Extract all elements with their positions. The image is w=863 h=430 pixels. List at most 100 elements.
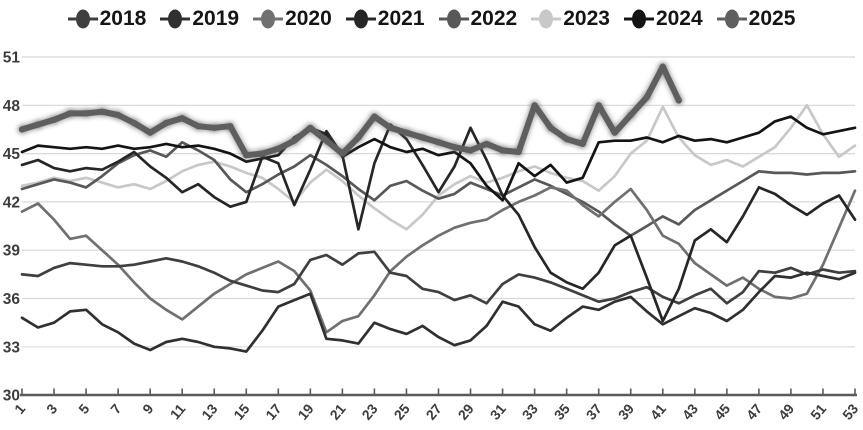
legend-marker-icon <box>345 9 376 29</box>
legend-item-2023: 2023 <box>531 7 610 31</box>
series-line-2018 <box>20 250 857 305</box>
series-marker-2025 <box>563 136 570 143</box>
x-axis-tick-label: 21 <box>326 400 348 422</box>
series-line-2024 <box>20 115 857 202</box>
legend-item-label: 2025 <box>748 7 796 30</box>
series-marker-2025 <box>323 137 330 144</box>
legend-item-2021: 2021 <box>345 7 425 31</box>
series-marker-2025 <box>339 150 346 157</box>
series-marker-2025 <box>531 102 538 109</box>
legend-item-label: 2019 <box>192 7 240 30</box>
series-marker-2025 <box>82 110 90 117</box>
x-axis-tick-label: 19 <box>294 400 316 422</box>
series-marker-2025 <box>131 119 138 127</box>
series-marker-2025 <box>259 150 266 157</box>
x-axis-tick-label: 25 <box>390 400 412 422</box>
series-marker-2025 <box>115 111 122 119</box>
series-marker-2025 <box>659 63 666 70</box>
series-marker-2025 <box>275 145 282 152</box>
series-marker-2025 <box>211 124 218 131</box>
series-marker-2025 <box>179 115 186 122</box>
x-axis-tick-label: 43 <box>679 400 701 422</box>
x-axis-tick-label: 51 <box>807 400 829 422</box>
y-axis-tick-label: 45 <box>3 146 21 163</box>
x-axis-tick-label: 39 <box>615 400 637 422</box>
x-axis-tick-label: 47 <box>743 400 765 422</box>
legend-marker-icon <box>67 9 98 29</box>
series-marker-2025 <box>243 152 250 159</box>
series-marker-2025 <box>98 108 106 115</box>
legend-item-label: 2020 <box>285 7 332 30</box>
series-line-2025 <box>19 63 682 159</box>
series-marker-2025 <box>675 97 682 104</box>
y-axis-tick-label: 51 <box>3 50 21 67</box>
legend-item-label: 2022 <box>470 7 518 30</box>
series-marker-2025 <box>355 134 362 141</box>
series-line-2023 <box>20 103 857 231</box>
series-marker-2025 <box>387 124 394 131</box>
series-marker-2025 <box>483 140 490 148</box>
x-axis-tick-label: 3 <box>43 400 60 416</box>
series-marker-2025 <box>18 126 26 133</box>
legend-marker-icon <box>160 9 191 29</box>
series-marker-2025 <box>50 116 58 123</box>
series-marker-2025 <box>435 139 442 146</box>
series-marker-2025 <box>643 94 650 101</box>
legend-marker-icon <box>623 9 654 29</box>
series-marker-2025 <box>419 134 426 141</box>
series-marker-2025 <box>371 113 378 120</box>
legend-marker-icon <box>438 9 469 29</box>
series-marker-2025 <box>403 129 410 136</box>
series-marker-2025 <box>163 119 170 127</box>
legend-item-2019: 2019 <box>160 7 239 31</box>
legend-marker-icon <box>253 9 284 29</box>
x-axis-tick-label: 49 <box>775 400 797 422</box>
x-axis-tick-label: 11 <box>167 400 189 422</box>
x-axis-tick-label: 29 <box>455 400 477 422</box>
series-line-2019 <box>20 271 857 353</box>
series-marker-2025 <box>66 110 74 117</box>
series-marker-2025 <box>595 102 602 109</box>
legend-item-label: 2023 <box>563 7 610 30</box>
y-axis-tick-label: 48 <box>3 98 21 115</box>
legend-item-2022: 2022 <box>438 7 518 31</box>
y-axis-tick-label: 39 <box>3 243 21 260</box>
x-axis-tick-label: 15 <box>230 400 252 422</box>
series-marker-2025 <box>467 147 474 154</box>
x-axis-tick-label: 7 <box>107 400 124 416</box>
series-line-2020 <box>20 186 857 334</box>
x-axis-tick-label: 9 <box>139 400 156 416</box>
x-axis-tick-label: 37 <box>583 400 605 422</box>
x-axis-tick-label: 13 <box>198 400 220 422</box>
series-marker-2025 <box>627 111 634 119</box>
legend-item-2024: 2024 <box>623 7 703 31</box>
legend-item-2018: 2018 <box>67 7 147 31</box>
series-marker-2025 <box>307 124 314 131</box>
series-marker-2025 <box>34 121 42 128</box>
legend-marker-icon <box>716 9 747 29</box>
x-axis-tick-label: 33 <box>519 400 541 422</box>
x-axis-tick-label: 31 <box>487 400 509 422</box>
x-axis-tick-label: 53 <box>839 400 861 422</box>
chart-legend: 2018 2019 2020 2021 2022 2023 2024 2025 <box>0 2 863 36</box>
x-axis-tick-label: 45 <box>711 400 733 422</box>
series-marker-2025 <box>499 147 506 154</box>
legend-item-label: 2018 <box>99 7 147 30</box>
legend-item-label: 2024 <box>655 7 703 30</box>
series-marker-2025 <box>547 124 554 131</box>
x-axis-tick-label: 35 <box>551 400 573 422</box>
y-axis-tick-label: 42 <box>3 194 20 211</box>
series-marker-2025 <box>515 148 522 156</box>
series-marker-2025 <box>227 123 234 130</box>
y-axis-tick-label: 33 <box>3 339 21 356</box>
x-axis-tick-label: 5 <box>75 400 92 416</box>
x-axis-tick-label: 27 <box>423 400 445 422</box>
x-axis-tick-label: 23 <box>358 400 380 422</box>
series-marker-2025 <box>579 140 586 148</box>
legend-item-2020: 2020 <box>253 7 332 31</box>
series-line-2021 <box>20 123 857 323</box>
series-marker-2025 <box>451 144 458 151</box>
legend-marker-icon <box>531 9 562 29</box>
